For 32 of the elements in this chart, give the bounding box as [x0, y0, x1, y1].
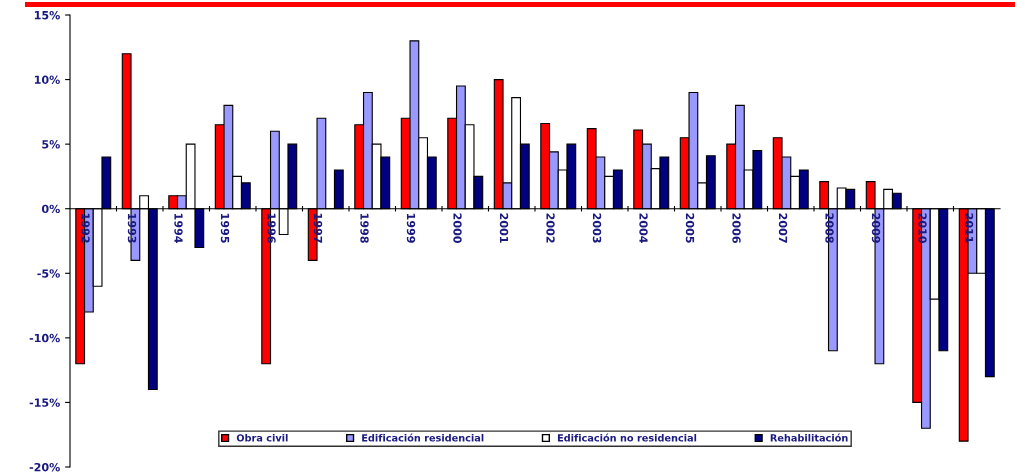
x-tick-label: 2000 [453, 213, 462, 243]
legend-label: Edificación residencial [362, 433, 484, 442]
x-tick-label: 1997 [313, 213, 323, 243]
x-tick-label: 2008 [825, 213, 834, 243]
y-tick-label: -5% [37, 269, 60, 278]
y-tick-label: -10% [29, 333, 60, 343]
x-tick-label: 2007 [778, 213, 788, 243]
y-tick-label: -20% [29, 462, 60, 472]
legend-label: Obra civil [236, 433, 288, 442]
x-tick-label: 1995 [220, 213, 230, 243]
y-tick-label: 0% [41, 204, 60, 214]
legend-label: Edificación no residencial [557, 433, 697, 442]
y-tick-label: 15% [34, 10, 60, 20]
x-tick-label: 2005 [685, 213, 695, 243]
x-tick-label: 2010 [918, 213, 927, 243]
x-tick-label: 2009 [871, 213, 881, 243]
legend-label: Rehabilitación [770, 433, 848, 442]
y-tick-label: 10% [34, 75, 60, 84]
y-tick-label: -15% [29, 398, 60, 407]
x-tick-label: 1998 [360, 213, 369, 243]
x-tick-label: 2003 [592, 213, 602, 243]
x-tick-label: 2004 [639, 213, 648, 243]
x-tick-label: 2001 [499, 213, 509, 243]
x-tick-label: 2002 [546, 213, 555, 243]
x-tick-label: 1999 [406, 213, 416, 243]
x-tick-label: 2006 [732, 213, 741, 243]
x-tick-label: 1996 [267, 213, 276, 243]
x-tick-label: 1992 [81, 213, 90, 243]
x-tick-label: 1993 [127, 213, 137, 243]
x-tick-label: 1994 [174, 213, 183, 243]
x-tick-label: 2011 [964, 213, 974, 243]
y-tick-label: 5% [42, 140, 60, 149]
